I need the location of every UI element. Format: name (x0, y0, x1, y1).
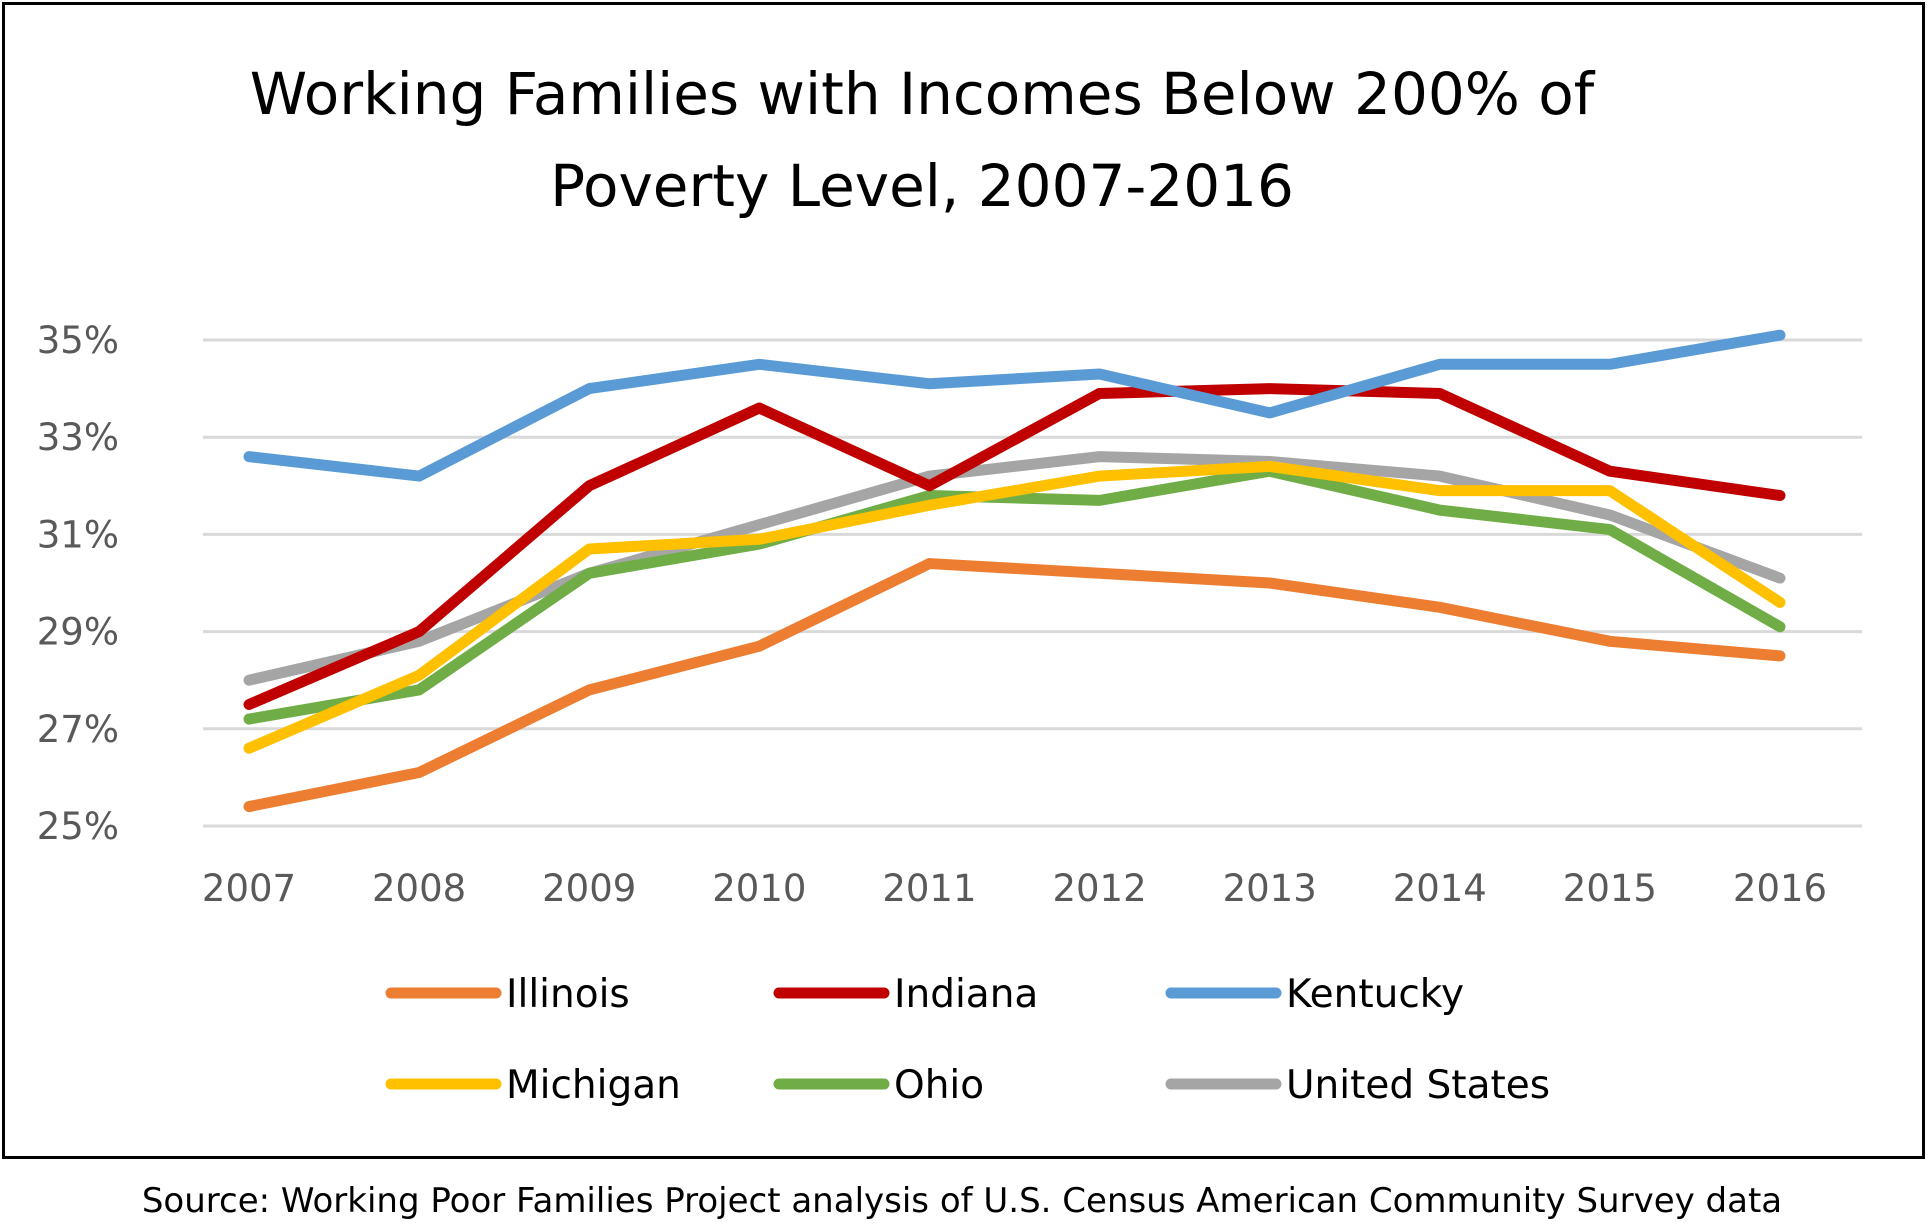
x-tick-label: 2010 (712, 867, 806, 910)
x-tick-label: 2007 (202, 867, 296, 910)
x-tick-label: 2012 (1052, 867, 1146, 910)
y-tick-label: 27% (37, 708, 119, 751)
chart-title-line-1: Working Families with Incomes Below 200%… (250, 60, 1596, 128)
legend-label: Michigan (506, 1063, 681, 1108)
x-tick-label: 2015 (1563, 867, 1657, 910)
legend-item: Indiana (773, 972, 1038, 1017)
legend-label: Indiana (894, 972, 1038, 1017)
x-tick-label: 2013 (1223, 867, 1317, 910)
y-tick-label: 25% (37, 805, 119, 848)
legend-item: United States (1165, 1063, 1550, 1108)
chart-title-line-2: Poverty Level, 2007-2016 (550, 152, 1294, 220)
x-tick-label: 2016 (1733, 867, 1827, 910)
series-line-indiana (243, 383, 1786, 710)
legend-item: Kentucky (1165, 972, 1464, 1017)
y-tick-label: 35% (37, 319, 119, 362)
y-tick-label: 29% (37, 611, 119, 654)
series-line-michigan (243, 460, 1786, 754)
legend-label: Illinois (506, 972, 630, 1017)
legend-label: Ohio (894, 1063, 984, 1108)
series-line-illinois (243, 558, 1786, 813)
legend-item: Illinois (385, 972, 630, 1017)
legend-item: Michigan (385, 1063, 681, 1108)
source-note: Source: Working Poor Families Project an… (142, 1181, 1782, 1221)
x-tick-label: 2014 (1393, 867, 1487, 910)
series-line-ohio (243, 465, 1786, 725)
series-line-kentucky (243, 329, 1786, 482)
x-tick-label: 2008 (372, 867, 466, 910)
legend-item: Ohio (773, 1063, 984, 1108)
y-tick-label: 31% (37, 513, 119, 556)
y-tick-label: 33% (37, 416, 119, 459)
chart-frame (2, 2, 1925, 1159)
legend-label: Kentucky (1286, 972, 1464, 1017)
x-tick-label: 2011 (882, 867, 976, 910)
legend-label: United States (1286, 1063, 1550, 1108)
x-tick-label: 2009 (542, 867, 636, 910)
